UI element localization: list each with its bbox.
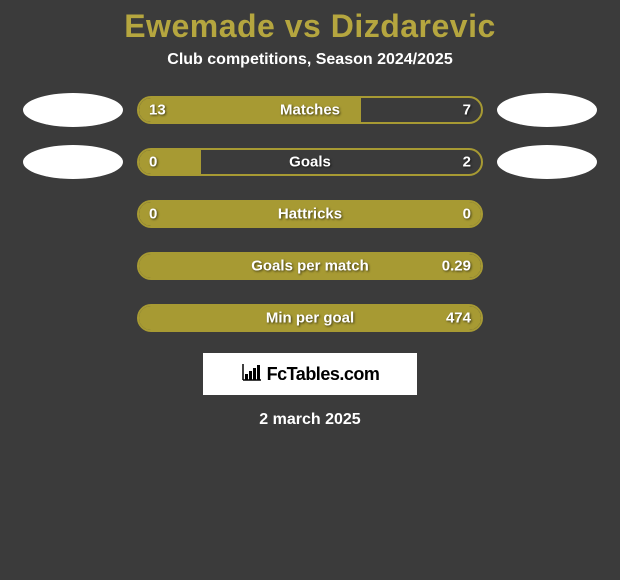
stat-value-left: 0 [149,154,157,171]
stat-value-right: 7 [463,102,471,119]
stat-row: 0 Hattricks 0 [0,197,620,231]
page-subtitle: Club competitions, Season 2024/2025 [0,51,620,69]
player-right-marker [497,145,597,179]
stat-bar: Goals per match 0.29 [137,252,483,280]
stat-value-left: 13 [149,102,166,119]
stat-row: Goals per match 0.29 [0,249,620,283]
stat-bar: 0 Goals 2 [137,148,483,176]
stat-row: Min per goal 474 [0,301,620,335]
stat-value-right: 0.29 [442,258,471,275]
comparison-infographic: Ewemade vs Dizdarevic Club competitions,… [0,0,620,429]
marker-placeholder [23,301,123,335]
stat-bar: 13 Matches 7 [137,96,483,124]
marker-placeholder [23,249,123,283]
stat-label: Goals per match [251,258,369,275]
marker-placeholder [23,197,123,231]
page-title: Ewemade vs Dizdarevic [0,8,620,45]
stat-value-right: 2 [463,154,471,171]
stat-value-left: 0 [149,206,157,223]
stat-label: Goals [289,154,331,171]
marker-placeholder [497,301,597,335]
stats-list: 13 Matches 7 0 Goals 2 0 Hattricks 0 Goals per ma… [0,93,620,335]
player-left-marker [23,93,123,127]
stat-bar: Min per goal 474 [137,304,483,332]
logo-text: FcTables.com [267,364,380,385]
marker-placeholder [497,197,597,231]
stat-label: Min per goal [266,310,354,327]
stat-value-right: 0 [463,206,471,223]
player-left-marker [23,145,123,179]
stat-label: Matches [280,102,340,119]
stat-label: Hattricks [278,206,342,223]
stat-row: 0 Goals 2 [0,145,620,179]
stat-value-right: 474 [446,310,471,327]
player-right-marker [497,93,597,127]
stat-bar: 0 Hattricks 0 [137,200,483,228]
bar-chart-icon [241,362,263,387]
comparison-date: 2 march 2025 [0,411,620,429]
marker-placeholder [497,249,597,283]
source-logo: FcTables.com [203,353,417,395]
stat-row: 13 Matches 7 [0,93,620,127]
